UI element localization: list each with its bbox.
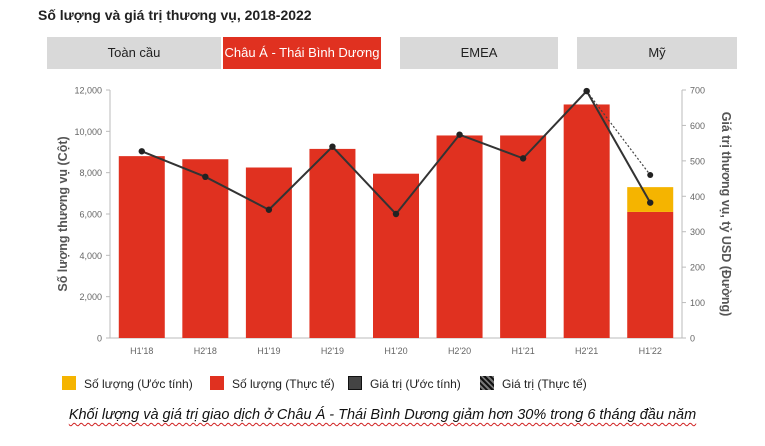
x-tick-label: H2'20	[448, 346, 471, 356]
bar-actual-count	[182, 159, 229, 338]
tab-emea[interactable]: EMEA	[400, 37, 558, 69]
left-tick-label: 0	[97, 334, 102, 344]
point-estimate-value	[265, 206, 273, 213]
point-estimate-value	[392, 210, 400, 218]
right-tick-label: 300	[690, 227, 705, 237]
x-tick-label: H2'21	[575, 346, 598, 356]
bar-actual-count	[309, 148, 356, 338]
point-estimate-value	[519, 155, 527, 162]
right-tick-label: 500	[690, 156, 705, 166]
legend-label-actual-count: Số lượng (Thực tế)	[232, 377, 335, 391]
tab-global[interactable]: Toàn cầu	[47, 37, 221, 69]
combo-chart: 0 2,000 4,000 6,000 8,000 10,000 12,000 0 100 200…	[56, 86, 733, 357]
chart-legend: Số lượng (Ước tính) Số lượng (Thực tế) G…	[60, 374, 740, 394]
point-estimate-value	[456, 131, 463, 138]
region-tabs: Toàn cầu Châu Á - Thái Bình Dương EMEA M…	[47, 37, 737, 69]
x-tick-label: H1'20	[384, 346, 407, 356]
legend-label-actual-value: Giá trị (Thực tế)	[502, 377, 587, 391]
point-estimate-value	[138, 148, 145, 155]
x-tick-label: H2'19	[321, 346, 344, 356]
legend-item-actual-value: Giá trị (Thực tế)	[480, 374, 587, 394]
right-tick-label: 600	[690, 121, 705, 131]
right-tick-label: 100	[690, 298, 705, 308]
right-tick-label: 200	[690, 263, 705, 273]
tab-asia-pacific[interactable]: Châu Á - Thái Bình Dương	[223, 37, 381, 69]
line-actual-value	[586, 90, 651, 176]
tab-usa[interactable]: Mỹ	[577, 37, 737, 69]
bar-actual-count	[500, 135, 547, 338]
x-tick-label: H1'21	[511, 346, 534, 356]
point-estimate-value	[583, 87, 590, 95]
left-tick-label: 2,000	[79, 292, 102, 302]
left-tick-label: 10,000	[74, 127, 102, 137]
point-estimate-value	[647, 199, 654, 206]
bar-actual-count	[436, 135, 483, 338]
left-tick-label: 12,000	[74, 86, 102, 96]
bar-actual-count	[563, 104, 610, 338]
x-tick-label: H1'19	[257, 346, 280, 356]
point-actual-value	[647, 172, 654, 179]
chart-caption: Khối lượng và giá trị giao dịch ở Châu Á…	[0, 407, 765, 423]
legend-swatch-actual-value	[480, 376, 494, 390]
bar-actual-count	[118, 156, 165, 338]
x-tick-label: H1'22	[639, 346, 662, 356]
left-tick-label: 8,000	[79, 168, 102, 178]
legend-swatch-estimate-value	[348, 376, 362, 390]
legend-item-estimate-count: Số lượng (Ước tính)	[62, 374, 193, 394]
legend-item-actual-count: Số lượng (Thực tế)	[210, 374, 335, 394]
legend-swatch-estimate-count	[62, 376, 76, 390]
chart-title: Số lượng và giá trị thương vụ, 2018-2022	[38, 7, 312, 23]
left-tick-label: 4,000	[79, 251, 102, 261]
right-tick-label: 0	[690, 334, 695, 344]
left-tick-label: 6,000	[79, 210, 102, 220]
point-estimate-value	[329, 143, 336, 150]
legend-swatch-actual-count	[210, 376, 224, 390]
bar-actual-count	[373, 173, 419, 338]
bar-actual-count	[627, 211, 674, 338]
right-axis-title: Giá trị thương vụ, tỷ USD (Đường)	[719, 112, 733, 317]
legend-label-estimate-count: Số lượng (Ước tính)	[84, 377, 193, 391]
right-tick-label: 700	[690, 86, 705, 96]
right-tick-label: 400	[690, 192, 705, 202]
legend-item-estimate-value: Giá trị (Ước tính)	[348, 374, 461, 394]
legend-label-estimate-value: Giá trị (Ước tính)	[370, 377, 461, 391]
x-tick-label: H2'18	[194, 346, 217, 356]
caption-text: Khối lượng và giá trị giao dịch ở Châu Á…	[68, 407, 697, 423]
left-axis-title: Số lượng thương vụ (Cột)	[56, 136, 70, 291]
point-estimate-value	[202, 173, 209, 180]
x-tick-label: H1'18	[130, 346, 153, 356]
